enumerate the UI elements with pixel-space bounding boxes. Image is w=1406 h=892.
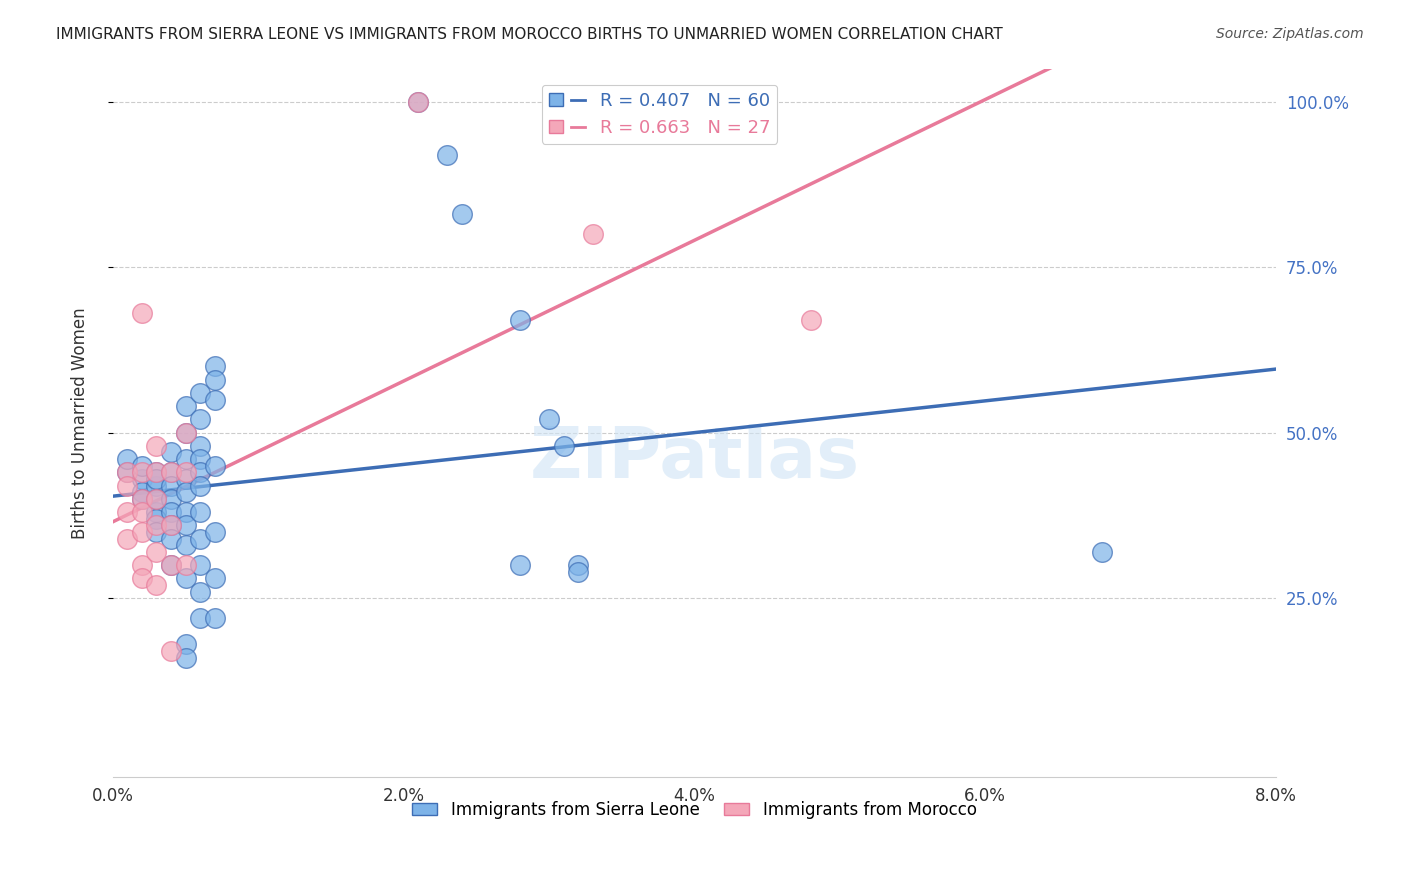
Point — [509, 313, 531, 327]
Point — [188, 584, 211, 599]
Point — [160, 466, 183, 480]
Point — [117, 478, 139, 492]
Point — [145, 578, 167, 592]
Point — [406, 95, 429, 109]
Point — [204, 611, 226, 625]
Legend: Immigrants from Sierra Leone, Immigrants from Morocco: Immigrants from Sierra Leone, Immigrants… — [405, 794, 983, 825]
Point — [160, 466, 183, 480]
Point — [131, 306, 153, 320]
Point — [174, 558, 197, 572]
Point — [131, 458, 153, 473]
Point — [131, 466, 153, 480]
Text: Source: ZipAtlas.com: Source: ZipAtlas.com — [1216, 27, 1364, 41]
Point — [174, 538, 197, 552]
Point — [160, 558, 183, 572]
Point — [450, 207, 472, 221]
Point — [160, 532, 183, 546]
Point — [553, 439, 575, 453]
Point — [174, 466, 197, 480]
Point — [188, 466, 211, 480]
Point — [131, 491, 153, 506]
Point — [145, 511, 167, 525]
Point — [204, 524, 226, 539]
Point — [174, 485, 197, 500]
Point — [174, 571, 197, 585]
Point — [145, 491, 167, 506]
Point — [188, 412, 211, 426]
Point — [145, 478, 167, 492]
Point — [117, 466, 139, 480]
Point — [131, 524, 153, 539]
Point — [174, 425, 197, 440]
Text: IMMIGRANTS FROM SIERRA LEONE VS IMMIGRANTS FROM MOROCCO BIRTHS TO UNMARRIED WOME: IMMIGRANTS FROM SIERRA LEONE VS IMMIGRAN… — [56, 27, 1002, 42]
Point — [188, 439, 211, 453]
Point — [145, 439, 167, 453]
Point — [160, 445, 183, 459]
Point — [509, 558, 531, 572]
Point — [567, 565, 589, 579]
Point — [160, 518, 183, 533]
Point — [117, 466, 139, 480]
Point — [204, 373, 226, 387]
Point — [145, 505, 167, 519]
Point — [204, 359, 226, 374]
Point — [131, 571, 153, 585]
Point — [145, 466, 167, 480]
Point — [188, 452, 211, 467]
Point — [131, 472, 153, 486]
Point — [174, 472, 197, 486]
Point — [145, 472, 167, 486]
Point — [131, 505, 153, 519]
Point — [582, 227, 605, 241]
Y-axis label: Births to Unmarried Women: Births to Unmarried Women — [72, 307, 89, 539]
Text: ZIPatlas: ZIPatlas — [530, 424, 859, 492]
Point — [1091, 545, 1114, 559]
Point — [145, 545, 167, 559]
Point — [174, 452, 197, 467]
Point — [436, 147, 458, 161]
Point — [160, 478, 183, 492]
Point — [538, 412, 561, 426]
Point — [131, 491, 153, 506]
Point — [174, 650, 197, 665]
Point — [117, 452, 139, 467]
Point — [188, 558, 211, 572]
Point — [160, 644, 183, 658]
Point — [174, 505, 197, 519]
Point — [160, 491, 183, 506]
Point — [117, 532, 139, 546]
Point — [160, 558, 183, 572]
Point — [188, 532, 211, 546]
Point — [204, 392, 226, 407]
Point — [160, 505, 183, 519]
Point — [188, 611, 211, 625]
Point — [117, 505, 139, 519]
Point — [145, 466, 167, 480]
Point — [800, 313, 823, 327]
Point — [174, 399, 197, 413]
Point — [174, 637, 197, 651]
Point — [160, 518, 183, 533]
Point — [204, 458, 226, 473]
Point — [145, 518, 167, 533]
Point — [145, 491, 167, 506]
Point — [145, 524, 167, 539]
Point — [188, 505, 211, 519]
Point — [174, 518, 197, 533]
Point — [188, 478, 211, 492]
Point — [131, 558, 153, 572]
Point — [204, 571, 226, 585]
Point — [188, 385, 211, 400]
Point — [406, 95, 429, 109]
Point — [567, 558, 589, 572]
Point — [174, 425, 197, 440]
Point — [131, 485, 153, 500]
